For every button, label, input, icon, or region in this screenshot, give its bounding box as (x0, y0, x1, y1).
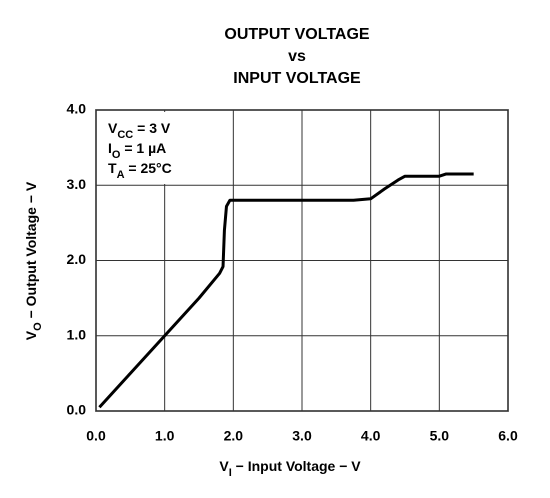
annotation-part: = 3 V (133, 120, 171, 136)
x-axis-label-part: − Input Voltage − V (232, 458, 362, 474)
y-tick-label: 2.0 (67, 251, 87, 267)
y-axis-label-part: V (23, 330, 39, 340)
annotation-part: V (108, 120, 118, 136)
annotation: TA = 25°C (108, 160, 172, 181)
x-tick-label: 3.0 (292, 428, 312, 444)
x-tick-label: 5.0 (430, 428, 450, 444)
x-tick-label: 6.0 (498, 428, 518, 444)
x-axis-label-part: I (229, 467, 232, 479)
annotation-background (98, 112, 188, 184)
x-tick-label: 4.0 (361, 428, 381, 444)
x-axis-label: VI − Input Voltage − V (219, 458, 361, 479)
x-axis-label-part: V (219, 458, 229, 474)
annotation: VCC = 3 V (108, 120, 171, 141)
annotation: IO = 1 µA (108, 140, 166, 161)
y-tick-label: 3.0 (67, 176, 87, 192)
y-tick-label: 0.0 (67, 402, 87, 418)
y-tick-label: 4.0 (67, 101, 87, 117)
y-tick-label: 1.0 (67, 326, 87, 342)
y-axis-label: VO − Output Voltage − V (23, 181, 44, 340)
annotation-part: A (117, 169, 125, 181)
annotation-part: O (112, 149, 121, 161)
annotation-part: I (108, 140, 112, 156)
chart-title: OUTPUT VOLTAGE (224, 26, 370, 43)
annotation-part: CC (117, 129, 133, 141)
y-axis-label-part: O (32, 322, 44, 331)
x-tick-label: 1.0 (155, 428, 175, 444)
x-tick-label: 2.0 (224, 428, 244, 444)
annotation-part: = 25°C (125, 160, 172, 176)
chart-title: vs (288, 48, 306, 65)
annotation-part: T (108, 160, 117, 176)
chart-title: INPUT VOLTAGE (233, 70, 361, 87)
x-tick-label: 0.0 (86, 428, 106, 444)
data-line (98, 172, 474, 409)
y-axis-label-part: − Output Voltage − V (23, 181, 39, 322)
annotation-part: = 1 µA (120, 140, 166, 156)
